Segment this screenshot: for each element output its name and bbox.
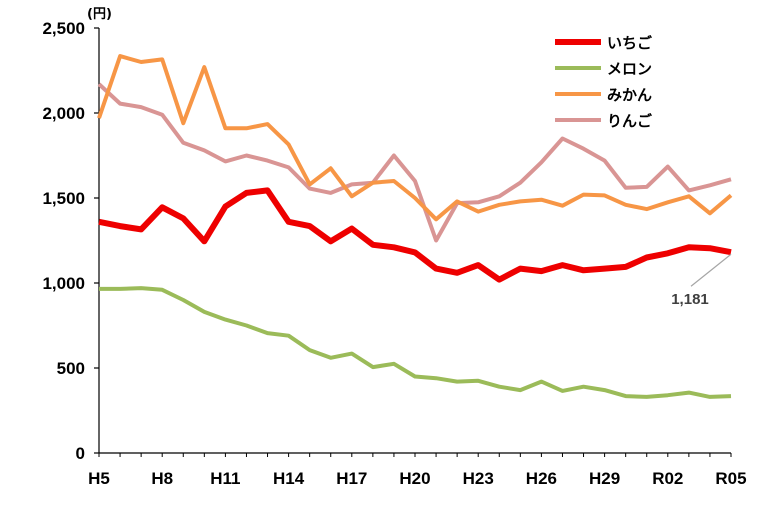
y-tick-label: 2,000 bbox=[42, 104, 85, 123]
y-unit-label: (円) bbox=[87, 7, 112, 22]
x-tick-label: H5 bbox=[88, 469, 110, 488]
annotations: 1,181 bbox=[671, 253, 732, 308]
series-line-3 bbox=[97, 54, 733, 222]
legend-label: いちご bbox=[607, 34, 653, 52]
legend-label: メロン bbox=[607, 60, 652, 78]
annotation-leader-line bbox=[690, 253, 732, 287]
x-tick-label: H23 bbox=[463, 469, 494, 488]
annotation-label: 1,181 bbox=[671, 291, 709, 308]
x-tick-label: H29 bbox=[589, 469, 620, 488]
legend-label: りんご bbox=[607, 112, 653, 130]
x-tick-label: H20 bbox=[399, 469, 430, 488]
x-tick-label: R05 bbox=[715, 469, 746, 488]
legend-label: みかん bbox=[607, 86, 652, 104]
y-tick-label: 2,500 bbox=[42, 19, 85, 38]
series-line-1 bbox=[98, 187, 732, 283]
y-tick-label: 0 bbox=[76, 444, 85, 463]
x-tick-label: H8 bbox=[151, 469, 173, 488]
y-tick-label: 1,500 bbox=[42, 189, 85, 208]
axes: 0 500 1,000 1,500 2,000 2,500(円) H5 H8 H11 H14 H17… bbox=[42, 7, 746, 488]
series-lines bbox=[97, 54, 733, 399]
x-tick-label: H11 bbox=[210, 469, 240, 488]
series-line-4 bbox=[97, 82, 732, 243]
y-tick-label: 1,000 bbox=[42, 274, 85, 293]
x-tick-label: R02 bbox=[652, 469, 683, 488]
y-tick-label: 500 bbox=[57, 359, 85, 378]
x-tick-label: H14 bbox=[273, 469, 305, 488]
x-tick-label: H26 bbox=[526, 469, 557, 488]
x-tick-label: H17 bbox=[336, 469, 367, 488]
series-line-2 bbox=[99, 286, 732, 399]
